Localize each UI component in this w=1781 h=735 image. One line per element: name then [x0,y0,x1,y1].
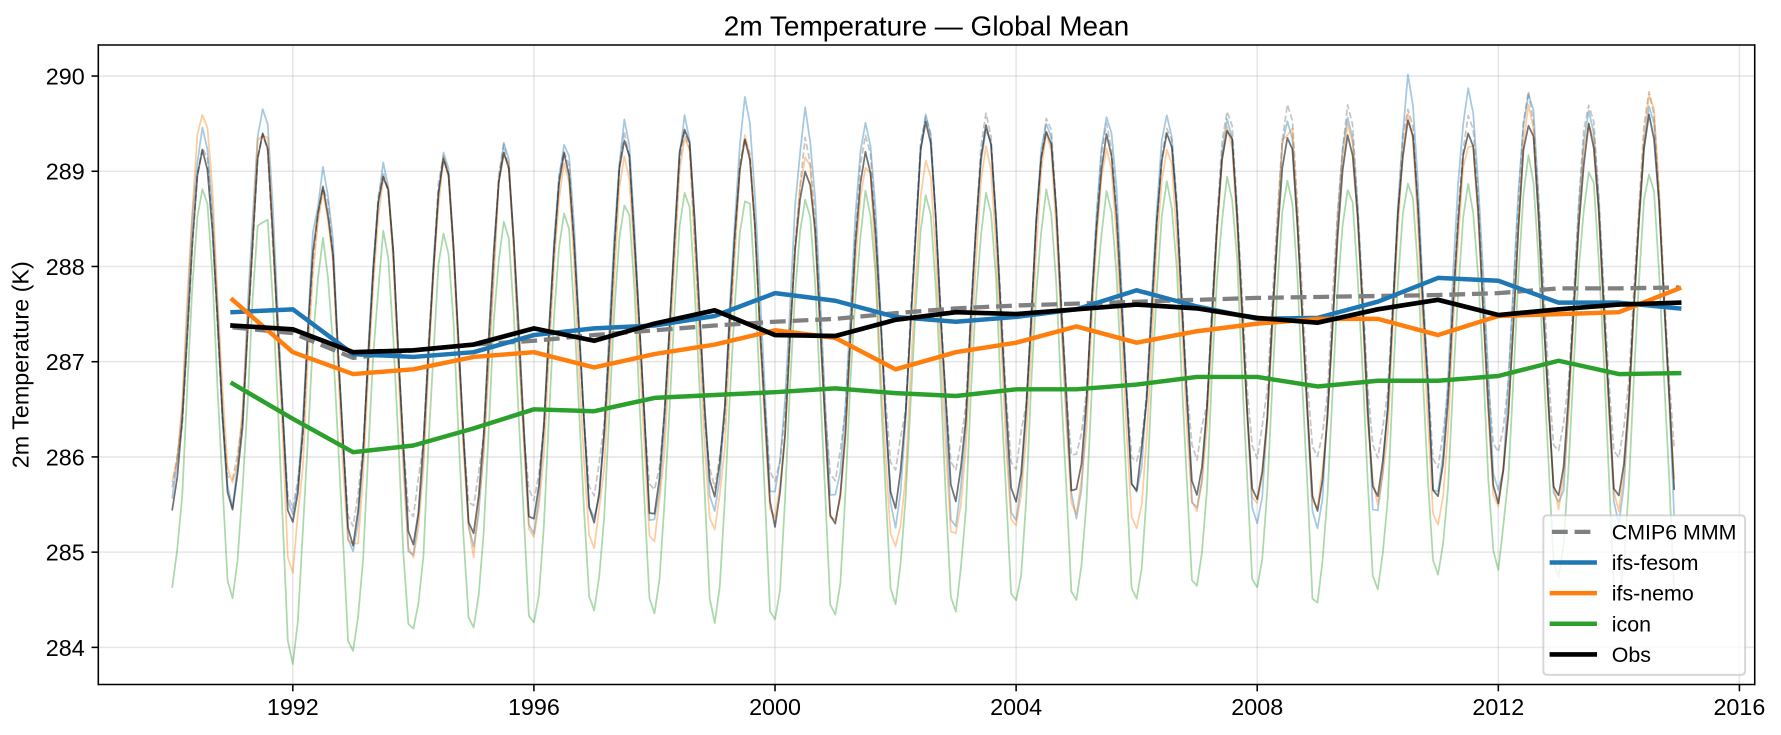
svg-text:2012: 2012 [1472,694,1524,720]
svg-text:288: 288 [46,254,85,280]
svg-text:285: 285 [46,540,85,566]
svg-text:ifs-nemo: ifs-nemo [1612,582,1694,606]
svg-text:2016: 2016 [1713,694,1765,720]
svg-text:CMIP6 MMM: CMIP6 MMM [1612,520,1737,544]
svg-text:2008: 2008 [1231,694,1283,720]
svg-text:289: 289 [46,159,85,185]
svg-text:2m Temperature (K): 2m Temperature (K) [7,261,33,468]
svg-text:ifs-fesom: ifs-fesom [1612,551,1699,575]
svg-text:2000: 2000 [749,694,801,720]
svg-text:1996: 1996 [508,694,560,720]
svg-text:284: 284 [46,635,85,661]
svg-text:287: 287 [46,349,85,375]
svg-text:286: 286 [46,444,85,470]
svg-text:Obs: Obs [1612,643,1651,667]
svg-text:icon: icon [1612,612,1651,636]
svg-text:1992: 1992 [267,694,319,720]
svg-text:2004: 2004 [990,694,1042,720]
svg-text:2m Temperature — Global Mean: 2m Temperature — Global Mean [724,10,1129,41]
svg-text:290: 290 [46,63,85,89]
